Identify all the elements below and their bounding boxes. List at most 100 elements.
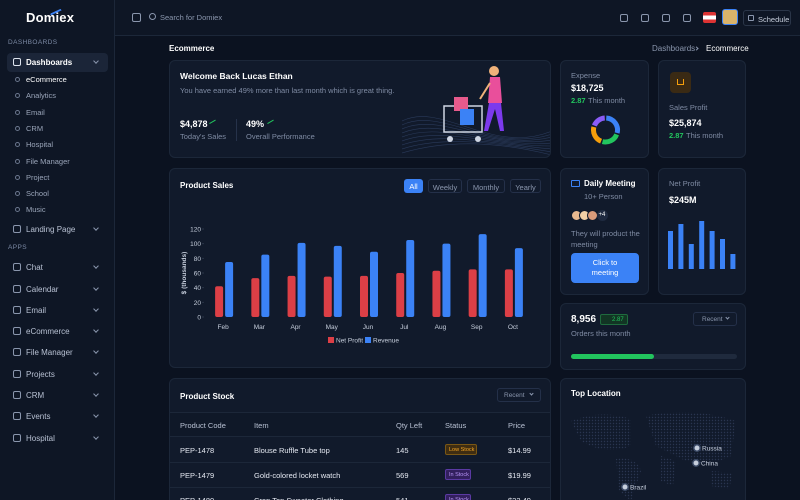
map-marker-label: Russia: [702, 445, 722, 452]
person-head: [489, 66, 499, 76]
topbar-icon[interactable]: [683, 14, 691, 22]
sales-icon: [670, 72, 691, 93]
bar: [688, 244, 694, 269]
orders-dropdown[interactable]: Recent: [693, 312, 737, 326]
sub-nav-label[interactable]: School: [26, 189, 49, 199]
filter-tab[interactable]: All: [404, 179, 423, 193]
legend-swatch: [328, 337, 334, 343]
cart-wheel: [475, 136, 481, 142]
schedule-button[interactable]: Schedule: [743, 10, 791, 26]
sub-nav-label[interactable]: eCommerce: [26, 75, 67, 84]
nav-item[interactable]: Chat: [7, 258, 108, 277]
sales-profit-card: Sales Profit $25,874 2.87 This month: [658, 60, 746, 158]
nav-item[interactable]: Dashboards: [7, 53, 108, 72]
nav-icon: [13, 327, 21, 336]
donut-segment: [592, 115, 606, 127]
bar: [406, 240, 415, 317]
expense-period: This month: [588, 96, 626, 105]
nav-icon: [13, 284, 21, 293]
map-region: [711, 471, 733, 489]
meeting-text: They will product the meeting: [571, 229, 640, 249]
product-sales-card: Product Sales All Weekly Monthly Yearly 0 20 40…: [169, 168, 551, 368]
meeting-button-label: Click to meeting: [591, 258, 619, 277]
nav-item[interactable]: Events: [7, 407, 108, 426]
table-cell: 541: [396, 496, 409, 500]
welcome-text: You have earned 49% more than last month…: [180, 86, 395, 95]
x-tick-label: Sep: [471, 324, 483, 331]
stat-value: 49%: [246, 119, 265, 129]
nav-chevron: [93, 327, 99, 333]
stat-divider: [236, 119, 237, 141]
status-label: In Stock: [449, 497, 469, 500]
sub-nav-label[interactable]: Email: [26, 107, 45, 117]
y-tick-label: 0: [197, 315, 201, 322]
bar: [668, 231, 673, 269]
nav-chevron: [93, 412, 99, 419]
column-header: Status: [445, 421, 467, 430]
orders-change: 2.87: [612, 316, 624, 323]
table-header: [170, 412, 550, 437]
meeting-button[interactable]: Click to meeting: [571, 253, 639, 283]
sub-bullet: [15, 93, 20, 99]
bar: [730, 254, 736, 269]
menu-icon[interactable]: [132, 13, 141, 22]
sub-nav-label[interactable]: CRM: [26, 123, 44, 133]
nav-label: Hospital: [26, 433, 55, 443]
sub-nav-label[interactable]: Hospital: [26, 140, 54, 150]
bar: [504, 269, 513, 317]
orders-label: Orders this month: [571, 329, 631, 338]
stock-dropdown[interactable]: Recent: [497, 388, 541, 402]
nav-item[interactable]: Hospital: [7, 429, 108, 448]
nav-icon: [13, 225, 21, 234]
search-input[interactable]: Search for Domiex: [160, 13, 223, 22]
welcome-title: Welcome Back Lucas Ethan: [180, 71, 293, 81]
nav-label: eCommerce: [26, 327, 70, 337]
nav-item[interactable]: eCommerce: [7, 322, 108, 341]
y-axis-title: $ (thousands): [181, 252, 188, 295]
sales-profit-period: This month: [686, 131, 724, 140]
table-cell: Gold-colored locket watch: [254, 471, 341, 480]
x-tick-label: Aug: [435, 324, 447, 331]
nav-item[interactable]: Calendar: [7, 280, 108, 299]
y-tick-label: 120: [190, 227, 201, 234]
table-cell: $19.99: [508, 471, 531, 480]
stat-value: $4,878: [180, 119, 208, 129]
nav-label: CRM: [26, 391, 45, 400]
nav-label: File Manager: [26, 348, 73, 358]
nav-item[interactable]: Email: [7, 301, 108, 320]
table-title: Product Stock: [180, 392, 235, 401]
top-location-card: Top Location Russia China Brazil: [560, 378, 746, 500]
breadcrumb-sep: [694, 46, 699, 51]
sub-nav-label[interactable]: Project: [26, 172, 50, 182]
sub-nav-label[interactable]: File Manager: [26, 156, 70, 166]
topbar-icon[interactable]: [662, 14, 670, 22]
topbar-icon[interactable]: [620, 14, 628, 22]
topbar-icon[interactable]: [641, 14, 649, 22]
filter-tab[interactable]: Yearly: [510, 179, 541, 193]
nav-item[interactable]: CRM: [7, 386, 108, 405]
status-label: In Stock: [449, 472, 469, 478]
filter-tab[interactable]: Weekly: [428, 179, 462, 193]
wave-line: [402, 116, 550, 138]
nav-item[interactable]: Landing Page: [7, 220, 108, 239]
flag[interactable]: [703, 12, 716, 23]
sub-nav-label[interactable]: Music: [26, 205, 46, 215]
filter-tab-label: Yearly: [515, 183, 536, 192]
stat-label: Overall Performance: [246, 132, 315, 141]
nav-icon: [13, 348, 21, 357]
sub-nav-label[interactable]: Analytics: [26, 91, 57, 101]
bar: [261, 254, 270, 317]
nav-label: Chat: [26, 263, 43, 273]
avatar[interactable]: [722, 9, 738, 25]
filter-tab[interactable]: Monthly: [467, 179, 505, 193]
bar: [297, 242, 306, 317]
nav-item[interactable]: Projects: [7, 365, 108, 384]
breadcrumb-link[interactable]: Dashboards: [652, 44, 696, 53]
nav-icon: [13, 58, 21, 66]
nav-item[interactable]: File Manager: [7, 343, 108, 362]
nav-icon: [13, 391, 21, 399]
nav-chevron: [93, 263, 99, 270]
bar: [478, 234, 487, 317]
legend-swatch: [365, 337, 371, 343]
nav-chevron: [93, 58, 99, 64]
